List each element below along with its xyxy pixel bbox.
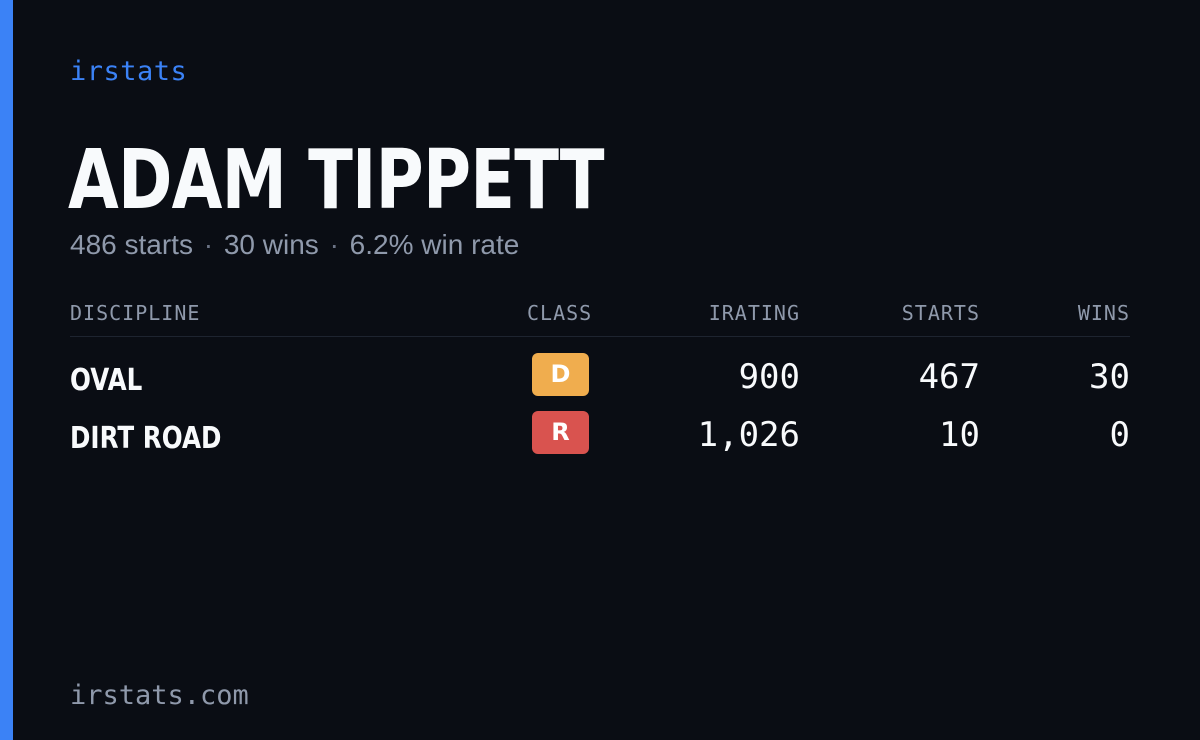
header-starts: STARTS bbox=[901, 301, 980, 325]
summary-separator: · bbox=[329, 229, 339, 260]
row-wins: 30 bbox=[1089, 357, 1130, 397]
table-header-row: DISCIPLINE CLASS IRATING STARTS WINS bbox=[70, 298, 1130, 337]
row-irating: 1,026 bbox=[697, 415, 800, 455]
summary-separator: · bbox=[203, 229, 214, 260]
summary-win-rate: 6.2% win rate bbox=[349, 229, 520, 260]
row-irating: 900 bbox=[738, 357, 800, 397]
table-row: DIRT ROAD R 1,026 10 0 bbox=[70, 411, 1130, 469]
header-wins: WINS bbox=[1077, 301, 1130, 325]
accent-bar bbox=[0, 0, 13, 740]
row-discipline: DIRT ROAD bbox=[70, 421, 222, 456]
header-class: CLASS bbox=[527, 301, 593, 325]
class-badge: R bbox=[532, 411, 589, 454]
row-wins: 0 bbox=[1109, 415, 1130, 455]
table-row: OVAL D 900 467 30 bbox=[70, 353, 1130, 411]
summary-wins: 30 wins bbox=[223, 229, 319, 260]
row-starts: 10 bbox=[939, 415, 980, 455]
stats-table: DISCIPLINE CLASS IRATING STARTS WINS OVA… bbox=[70, 298, 1130, 469]
player-summary: 486 starts · 30 wins · 6.2% win rate bbox=[70, 229, 519, 261]
player-name: ADAM TIPPETT bbox=[68, 133, 604, 228]
row-discipline: OVAL bbox=[70, 363, 143, 398]
class-badge: D bbox=[532, 353, 589, 396]
header-discipline: DISCIPLINE bbox=[70, 301, 201, 325]
footer-url: irstats.com bbox=[70, 680, 249, 711]
header-irating: IRATING bbox=[708, 301, 800, 325]
row-starts: 467 bbox=[918, 357, 980, 397]
summary-starts: 486 starts bbox=[70, 229, 193, 260]
brand-logo-text: irstats bbox=[70, 56, 188, 87]
